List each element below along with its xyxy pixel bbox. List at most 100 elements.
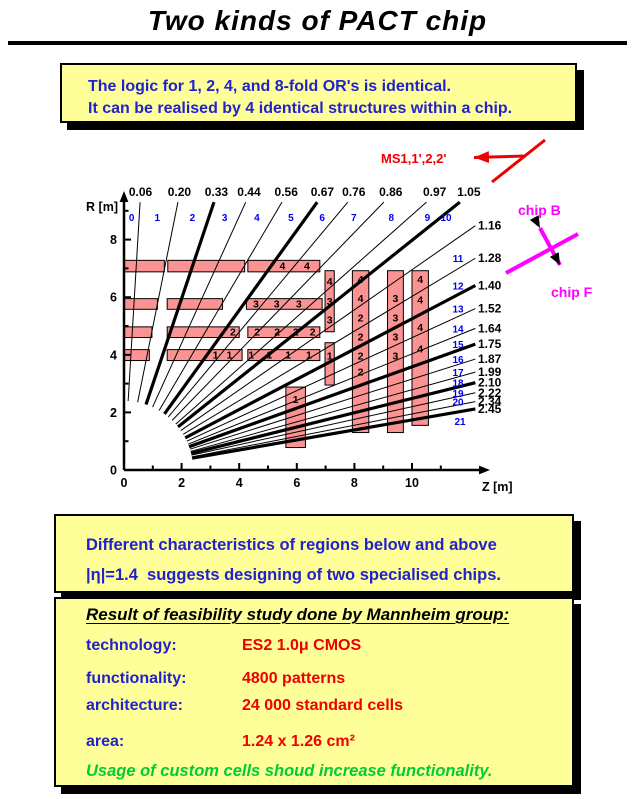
feasibility-row-label: architecture: bbox=[86, 697, 183, 714]
ms-arrow bbox=[473, 151, 527, 164]
eta-ray bbox=[182, 257, 476, 435]
station-cell-number: 2 bbox=[358, 367, 364, 379]
barrel-station-box bbox=[247, 326, 321, 339]
eta-label-top: 0.97 bbox=[423, 185, 447, 199]
station-cell-number: 4 bbox=[279, 261, 285, 273]
intro-note-line2: It can be realised by 4 identical struct… bbox=[88, 100, 513, 117]
x-axis-label: Z [m] bbox=[482, 480, 513, 494]
sector-number: 8 bbox=[388, 213, 394, 224]
y-tick-label: 6 bbox=[110, 291, 117, 305]
eta-ray bbox=[144, 201, 216, 405]
station-cell-number: 4 bbox=[417, 344, 423, 356]
z-axis-arrow bbox=[479, 465, 490, 475]
feasibility-note: Usage of custom cells shoud increase fun… bbox=[86, 762, 493, 780]
y-axis-label: R [m] bbox=[86, 200, 118, 214]
barrel-station-box bbox=[167, 259, 246, 273]
station-cell-number: 3 bbox=[274, 298, 280, 310]
eta-label-top: 0.20 bbox=[168, 185, 192, 199]
eta-ray bbox=[191, 407, 476, 460]
sector-number: 17 bbox=[452, 368, 464, 379]
x-tick-label: 4 bbox=[236, 476, 243, 490]
annotations: MS1,1',2,2' chip B chip F bbox=[381, 138, 593, 300]
eta-label-top: 1.05 bbox=[457, 185, 481, 199]
endcap-station-box bbox=[285, 386, 306, 449]
eta-ray bbox=[163, 201, 319, 415]
x-tick-label: 10 bbox=[405, 476, 419, 490]
eta-ray bbox=[152, 201, 247, 408]
station-boxes bbox=[123, 259, 429, 449]
intro-note-box: The logic for 1, 2, 4, and 8-fold OR's i… bbox=[60, 63, 577, 123]
station-cell-number: 1 bbox=[213, 350, 219, 362]
station-cell-number: 1 bbox=[306, 350, 312, 362]
station-cell-number: 2 bbox=[358, 351, 364, 363]
eta-label-top: 0.33 bbox=[205, 185, 229, 199]
eta-ray bbox=[171, 201, 385, 421]
sector-number: 3 bbox=[222, 213, 228, 224]
feasibility-heading: Result of feasibility study done by Mann… bbox=[86, 605, 510, 624]
eta-ray bbox=[184, 284, 477, 440]
r-axis-arrow bbox=[119, 191, 129, 202]
sector-number: 14 bbox=[452, 324, 464, 335]
y-tick-label: 2 bbox=[110, 406, 117, 420]
sector-number: 7 bbox=[351, 213, 357, 224]
sector-number: 9 bbox=[425, 213, 431, 224]
eta-label-right: 2.10 bbox=[478, 376, 502, 390]
sector-number: 15 bbox=[452, 340, 464, 351]
station-cell-number: 3 bbox=[296, 298, 302, 310]
eta-label-top: 0.56 bbox=[275, 185, 299, 199]
station-cell-number: 4 bbox=[358, 293, 364, 305]
eta-label-right: 2.45 bbox=[478, 402, 502, 416]
eta-label-right: 1.16 bbox=[478, 219, 502, 233]
station-cell-number: 4 bbox=[327, 276, 333, 288]
sector-number: 11 bbox=[453, 254, 464, 265]
axes bbox=[119, 191, 490, 475]
eta-ray bbox=[186, 308, 476, 442]
eta-label-top: 0.76 bbox=[342, 185, 366, 199]
eta-ray bbox=[191, 392, 476, 456]
eta-label-right: 1.75 bbox=[478, 337, 502, 351]
sector-number: 5 bbox=[288, 213, 294, 224]
eta-ray bbox=[175, 201, 427, 425]
eta-ray bbox=[127, 202, 141, 402]
eta-label-right: 1.99 bbox=[478, 365, 502, 379]
station-cell-number: 1 bbox=[267, 350, 273, 362]
eta-label-top: 0.67 bbox=[311, 185, 335, 199]
station-cell-number: 4 bbox=[417, 274, 423, 286]
eta-label-right: 2.34 bbox=[478, 395, 502, 409]
barrel-station-box bbox=[123, 326, 153, 339]
feasibility-row-value: 24 000 standard cells bbox=[242, 697, 403, 714]
endcap-station-box bbox=[387, 270, 404, 434]
station-cell-number: 1 bbox=[293, 394, 299, 406]
station-cell-number: 3 bbox=[393, 331, 399, 343]
eta-label-right: 1.52 bbox=[478, 302, 502, 316]
eta-ray bbox=[189, 358, 476, 450]
chip-b-label: chip B bbox=[518, 202, 561, 218]
eta-label-top: 0.44 bbox=[237, 185, 261, 199]
station-cell-number: 1 bbox=[226, 350, 232, 362]
station-cell-number: 4 bbox=[358, 274, 364, 286]
eta-ray bbox=[167, 201, 349, 418]
station-cell-number: 3 bbox=[393, 351, 399, 363]
station-cell-number: 1 bbox=[327, 351, 333, 363]
station-cell-number: 3 bbox=[393, 312, 399, 324]
x-tick-label: 2 bbox=[178, 476, 185, 490]
station-cell-number: 2 bbox=[230, 327, 236, 339]
eta-label-top: 0.86 bbox=[379, 185, 403, 199]
intro-note-line1: The logic for 1, 2, 4, and 8-fold OR's i… bbox=[88, 78, 451, 95]
eta-label-right: 1.40 bbox=[478, 278, 502, 292]
station-cell-number: 2 bbox=[310, 327, 316, 339]
sector-number: 2 bbox=[190, 213, 196, 224]
ms-arrow-tail bbox=[491, 138, 546, 184]
eta-ray bbox=[191, 401, 476, 458]
sector-number: 19 bbox=[452, 389, 464, 400]
y-tick-label: 0 bbox=[110, 464, 117, 478]
sector-number: 6 bbox=[319, 213, 325, 224]
station-cell-number: 3 bbox=[253, 298, 259, 310]
sector-number: 0 bbox=[129, 213, 135, 224]
y-tick-label: 4 bbox=[110, 348, 117, 362]
axis-ticks bbox=[123, 209, 442, 471]
station-cell-number: 3 bbox=[327, 296, 333, 308]
x-tick-label: 6 bbox=[293, 476, 300, 490]
